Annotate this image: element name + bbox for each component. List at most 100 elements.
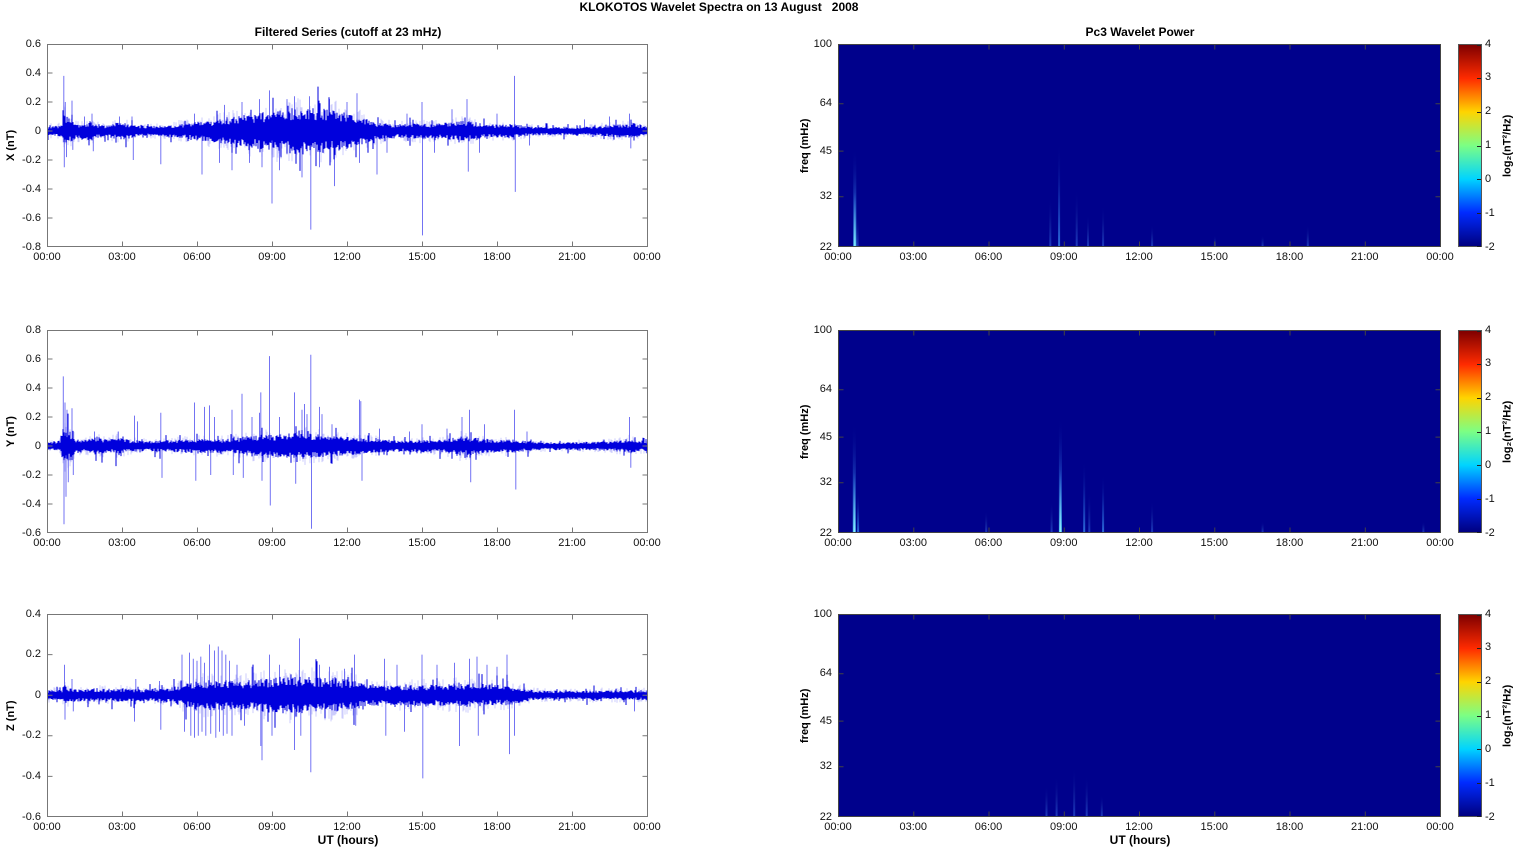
y-tick-label: 64 [819, 667, 832, 680]
y-tick-label: -0.2 [22, 729, 41, 742]
y-tick-label: -0.6 [22, 211, 41, 224]
y-tick-label: 0.2 [25, 95, 41, 108]
colorbar-tick-mark [1477, 465, 1481, 467]
colorbar-tick-mark [1477, 111, 1481, 113]
x-tick-label: 06:00 [974, 537, 1003, 549]
y-tick-label: 32 [819, 190, 832, 203]
y-tick-label: 22 [819, 526, 832, 539]
colorbar-tick-label: 0 [1485, 742, 1492, 755]
colorbar-tick-label: 3 [1485, 71, 1492, 84]
y-tick-label: 0.2 [25, 648, 41, 661]
colorbar-tick-mark [1477, 647, 1481, 649]
colorbar-tick-label: -2 [1485, 526, 1495, 539]
colorbar-tick-mark [1477, 145, 1481, 147]
x-tick-label: 15:00 [408, 821, 436, 833]
x-tick-label: 15:00 [408, 537, 436, 549]
colorbar-tick-mark [1477, 363, 1481, 365]
colorbar-tick-mark [1477, 44, 1481, 46]
x-tick-label: 00:00 [33, 251, 61, 263]
y-tick-label: 100 [813, 323, 832, 336]
colorbar-tick-mark [1477, 816, 1481, 817]
colorbar-axis-label: log₂(nT²/Hz) [1501, 400, 1514, 463]
y-tick-label: 0.6 [25, 37, 41, 50]
x-tick-label: 09:00 [1049, 537, 1078, 549]
y-axis-label-x-wavelet-power: freq (mHz) [799, 118, 811, 173]
y-tick-label: 22 [819, 810, 832, 823]
x-tick-label: 00:00 [824, 537, 852, 549]
x-tick-label: 00:00 [633, 821, 661, 833]
colorbar-tick-label: 2 [1485, 391, 1492, 404]
x-tick-label: 00:00 [33, 537, 61, 549]
colorbar-tick-mark [1477, 499, 1481, 501]
y-tick-label: 100 [813, 37, 832, 50]
x-tick-label: 06:00 [974, 821, 1003, 833]
colorbar-tick-label: 0 [1485, 172, 1492, 185]
right-column-title: Pc3 Wavelet Power [1085, 25, 1195, 39]
x-filtered-series-panel [47, 44, 648, 247]
y-filtered-series-plot [47, 330, 648, 533]
colorbar-tick-label: 2 [1485, 675, 1492, 688]
x-tick-label: 12:00 [333, 537, 361, 549]
z-filtered-series-panel [47, 614, 648, 817]
x-tick-label: 09:00 [258, 537, 286, 549]
colorbar-tick-label: -2 [1485, 240, 1495, 253]
z-filtered-series-plot [47, 614, 648, 817]
x-tick-label: 15:00 [1200, 821, 1229, 833]
colorbar-axis-label: log₂(nT²/Hz) [1501, 114, 1514, 177]
colorbar-tick-label: -2 [1485, 810, 1495, 823]
x-tick-label: 12:00 [1125, 821, 1153, 833]
colorbar-tick-label: 4 [1485, 607, 1492, 620]
left-column-title: Filtered Series (cutoff at 23 mHz) [254, 25, 442, 39]
y-axis-label-z-filtered-series: Z (nT) [5, 700, 17, 731]
y-tick-label: -0.4 [22, 769, 41, 782]
y-tick-label: 22 [819, 240, 832, 253]
y-wavelet-power-panel [838, 330, 1441, 533]
y-wavelet-power-plot [838, 330, 1441, 533]
x-tick-label: 00:00 [1426, 821, 1454, 833]
y-tick-label: 0.2 [25, 410, 41, 423]
colorbar-tick-mark [1477, 715, 1481, 717]
x-axis-label-left: UT (hours) [317, 833, 379, 847]
y-tick-label: 64 [819, 383, 832, 396]
x-filtered-series-plot [47, 44, 648, 247]
colorbar-tick-label: -1 [1485, 492, 1495, 505]
colorbar-tick-mark [1477, 246, 1481, 247]
y-tick-label: 45 [819, 144, 832, 157]
x-tick-label: 03:00 [108, 537, 136, 549]
y-tick-label: -0.6 [22, 526, 41, 539]
y-axis-label-z-wavelet-power: freq (mHz) [799, 688, 811, 743]
figure-title: KLOKOTOS Wavelet Spectra on 13 August 20… [579, 0, 859, 14]
x-tick-label: 00:00 [1426, 537, 1454, 549]
x-tick-label: 21:00 [558, 821, 586, 833]
x-tick-label: 15:00 [1200, 537, 1229, 549]
y-axis-label-x-filtered-series: X (nT) [5, 129, 17, 162]
colorbar-tick-mark [1477, 749, 1481, 751]
x-tick-label: 21:00 [558, 537, 586, 549]
colorbar-tick-mark [1477, 614, 1481, 616]
x-tick-label: 00:00 [824, 821, 852, 833]
x-tick-label: 21:00 [1350, 821, 1379, 833]
y-tick-label: -0.2 [22, 468, 41, 481]
colorbar-tick-label: 1 [1485, 425, 1492, 437]
x-tick-label: 00:00 [633, 537, 661, 549]
colorbar-tick-label: 4 [1485, 37, 1492, 50]
x-tick-label: 18:00 [483, 537, 511, 549]
x-wavelet-power-plot [838, 44, 1441, 247]
y-tick-label: 0.8 [25, 323, 41, 336]
z-wavelet-power-panel [838, 614, 1441, 817]
colorbar-tick-mark [1477, 330, 1481, 332]
y-tick-label: 0.4 [25, 66, 41, 79]
x-tick-label: 03:00 [108, 821, 136, 833]
x-tick-label: 12:00 [1125, 537, 1153, 549]
y-tick-label: 45 [819, 714, 832, 727]
x-tick-label: 06:00 [183, 821, 211, 833]
x-tick-label: 06:00 [974, 251, 1003, 263]
colorbar-tick-mark [1477, 397, 1481, 399]
x-axis-label-right: UT (hours) [1109, 833, 1171, 847]
y-tick-label: 0 [34, 124, 41, 137]
x-tick-label: 12:00 [333, 821, 361, 833]
x-tick-label: 12:00 [1125, 251, 1153, 263]
colorbar-tick-label: -1 [1485, 206, 1495, 219]
x-tick-label: 09:00 [1049, 251, 1078, 263]
